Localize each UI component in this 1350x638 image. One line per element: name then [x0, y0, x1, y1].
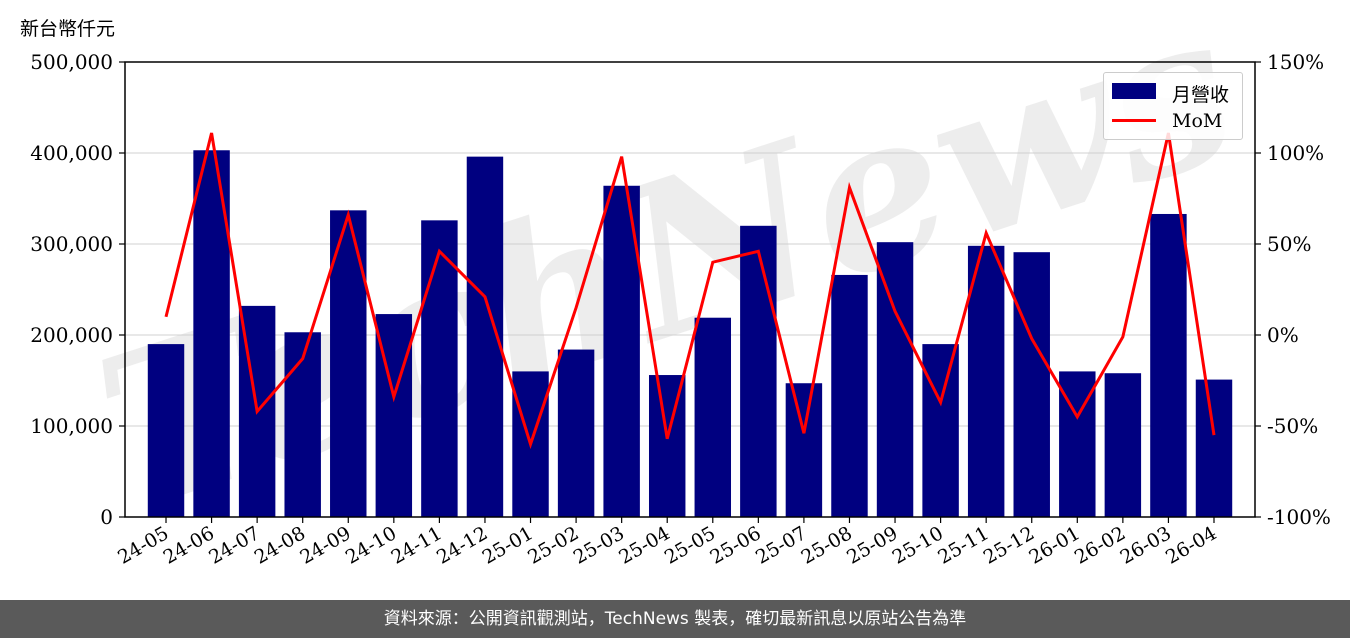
x-tick-label: 25-08: [798, 522, 856, 568]
x-tick-label: 25-06: [706, 522, 764, 568]
left-tick-label: 500,000: [30, 50, 113, 74]
x-tick-label: 26-02: [1071, 522, 1129, 568]
left-tick-label: 200,000: [30, 323, 113, 347]
legend-label-revenue: 月營收: [1172, 84, 1230, 106]
right-tick-label: 150%: [1267, 50, 1324, 74]
chart-legend: 月營收 MoM: [1103, 72, 1243, 140]
legend-item-mom: MoM: [1112, 109, 1236, 133]
bar-24-11: [421, 220, 458, 517]
x-tick-label: 25-05: [661, 522, 719, 568]
right-tick-label: -50%: [1267, 414, 1318, 438]
x-tick-label: 26-03: [1116, 522, 1174, 568]
monthly-revenue-chart: TechNews 0100,000200,000300,000400,00050…: [30, 0, 1331, 569]
legend-bar-swatch: [1112, 83, 1156, 99]
left-tick-label: 100,000: [30, 414, 113, 438]
x-tick-label: 25-03: [570, 522, 628, 568]
right-tick-label: 50%: [1267, 232, 1311, 256]
x-tick-label: 24-10: [342, 522, 400, 568]
x-tick-label: 25-02: [524, 522, 582, 568]
x-tick-label: 24-08: [251, 522, 309, 568]
x-tick-label: 25-04: [615, 522, 673, 568]
source-footer: 資料來源：公開資訊觀測站，TechNews 製表，確切最新訊息以原站公告為準: [0, 600, 1350, 638]
x-tick-label: 25-12: [980, 522, 1038, 568]
left-tick-label: 400,000: [30, 141, 113, 165]
bar-25-05: [694, 317, 732, 517]
x-tick-label: 25-11: [934, 522, 992, 568]
x-tick-label: 26-04: [1162, 522, 1220, 568]
bar-25-04: [648, 375, 686, 517]
x-tick-label: 25-01: [479, 522, 537, 568]
bar-25-07: [785, 383, 823, 517]
bar-26-02: [1104, 373, 1142, 517]
y-axis-unit-label: 新台幣仟元: [20, 18, 116, 40]
bar-25-10: [922, 344, 959, 517]
legend-item-revenue: 月營收: [1112, 79, 1236, 106]
x-tick-label: 24-12: [433, 522, 491, 568]
left-tick-label: 300,000: [30, 232, 113, 256]
x-tick-label: 25-10: [889, 522, 947, 568]
bar-24-05: [147, 344, 185, 517]
x-tick-label: 25-07: [752, 522, 810, 568]
right-tick-label: 100%: [1267, 141, 1324, 165]
x-tick-label: 26-01: [1025, 522, 1083, 568]
x-tick-label: 24-09: [296, 522, 354, 568]
bar-26-03: [1150, 213, 1187, 517]
bar-25-11: [967, 245, 1005, 517]
x-tick-label: 25-09: [843, 522, 901, 568]
bar-26-04: [1195, 379, 1233, 517]
plot-frame: [124, 61, 1256, 518]
bar-25-02: [557, 349, 595, 517]
right-tick-label: 0%: [1267, 323, 1299, 347]
revenue-bars: [147, 150, 1233, 518]
mom-line: [164, 132, 1216, 450]
bar-25-12: [1013, 252, 1050, 517]
left-tick-label: 0: [100, 505, 113, 529]
bar-24-08: [284, 332, 321, 517]
right-axis-ticks: -100% -50% 0% 50% 100% 150%: [1255, 50, 1331, 529]
chart-axes: [124, 61, 1256, 518]
left-axis-ticks: 0 100,000 200,000 300,000 400,000 500,000: [30, 50, 125, 529]
right-tick-label: -100%: [1267, 505, 1331, 529]
legend-line-swatch: [1112, 119, 1156, 122]
x-axis-ticks: 24-0524-0624-0724-0824-0924-1024-1124-12…: [114, 517, 1220, 569]
mom-series-line: [164, 132, 1216, 450]
x-tick-label: 24-11: [387, 522, 445, 568]
bar-25-06: [740, 225, 777, 518]
legend-label-mom: MoM: [1172, 110, 1223, 132]
bar-25-08: [831, 274, 868, 517]
bar-25-09: [876, 242, 914, 517]
